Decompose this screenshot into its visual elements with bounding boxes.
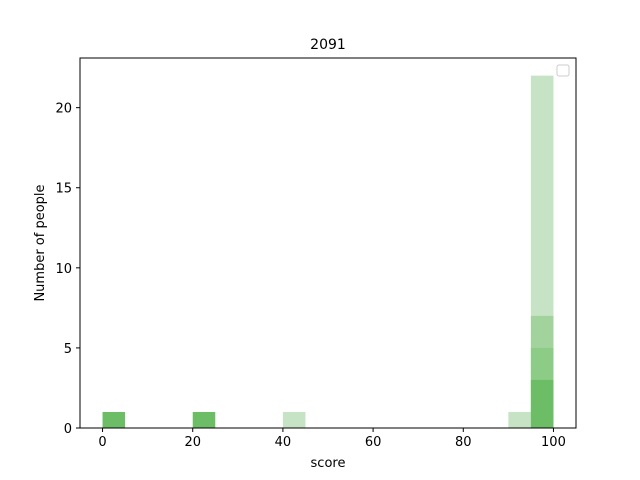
- x-tick-label: 100: [541, 435, 566, 450]
- x-tick-label: 80: [455, 435, 472, 450]
- y-axis-label: Number of people: [33, 184, 48, 301]
- x-axis-label: score: [311, 456, 346, 471]
- y-tick-label: 0: [64, 422, 72, 437]
- histogram-bar: [530, 379, 554, 428]
- histogram-bar: [282, 411, 306, 428]
- y-axis: 0 5 10 15 20: [55, 102, 80, 437]
- histogram-bar: [192, 411, 216, 428]
- x-tick-label: 0: [98, 435, 106, 450]
- y-tick-label: 10: [55, 262, 72, 277]
- x-tick-label: 40: [275, 435, 292, 450]
- histogram-bar: [508, 411, 531, 428]
- x-tick-label: 20: [184, 435, 201, 450]
- y-tick-label: 15: [55, 182, 72, 197]
- x-tick-label: 60: [365, 435, 382, 450]
- x-axis: 0 20 40 60 80 100: [98, 428, 566, 450]
- y-tick-label: 5: [64, 342, 72, 357]
- chart-title: 2091: [310, 37, 346, 53]
- y-tick-label: 20: [55, 102, 72, 117]
- legend-box: [556, 64, 570, 77]
- histogram-bar: [102, 411, 126, 428]
- plot-frame: [79, 57, 577, 429]
- bars-layer: [102, 75, 554, 428]
